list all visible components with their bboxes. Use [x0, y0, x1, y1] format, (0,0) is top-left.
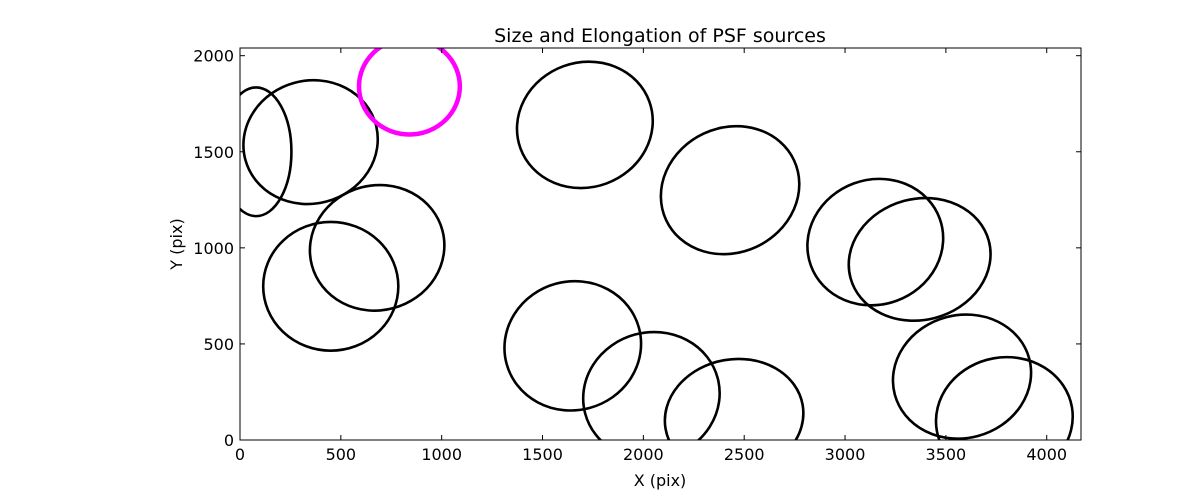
psf-source-ellipse [891, 313, 1033, 440]
ellipse-markers [240, 48, 1075, 440]
psf-source-ellipse [240, 86, 293, 218]
x-axis: 0 500 1000 1500 2000 2500 3000 3500 4000 [235, 48, 1067, 464]
x-tick-label: 1500 [522, 445, 563, 464]
psf-source-ellipse [934, 355, 1075, 440]
psf-source-ellipse [261, 220, 400, 352]
psf-source-ellipse [659, 124, 801, 256]
y-axis-label: Y (pix) [167, 218, 186, 270]
plot-frame [239, 47, 1082, 441]
highlighted-source-ellipse [356, 48, 463, 137]
y-tick-label: 1500 [193, 143, 234, 162]
psf-source-ellipse [581, 330, 721, 440]
y-axis: 0 500 1000 1500 2000 [193, 47, 1081, 450]
x-axis-label: X (pix) [634, 471, 687, 490]
x-tick-label: 4000 [1026, 445, 1067, 464]
x-tick-label: 3500 [926, 445, 967, 464]
y-tick-label: 500 [203, 335, 234, 354]
x-tick-label: 1000 [421, 445, 462, 464]
psf-source-ellipse [308, 183, 446, 312]
x-tick-label: 2000 [623, 445, 664, 464]
x-tick-label: 3000 [825, 445, 866, 464]
y-tick-label: 0 [224, 431, 234, 450]
psf-source-ellipse [503, 279, 643, 412]
psf-source-ellipse [806, 177, 945, 307]
x-tick-label: 0 [235, 445, 245, 464]
y-tick-label: 2000 [193, 47, 234, 66]
x-tick-label: 500 [326, 445, 357, 464]
chart-title: Size and Elongation of PSF sources [494, 25, 826, 47]
psf-source-ellipse [847, 196, 992, 323]
y-tick-label: 1000 [193, 239, 234, 258]
psf-source-ellipse [515, 60, 655, 190]
x-tick-label: 2500 [724, 445, 765, 464]
psf-source-ellipse [663, 357, 805, 440]
